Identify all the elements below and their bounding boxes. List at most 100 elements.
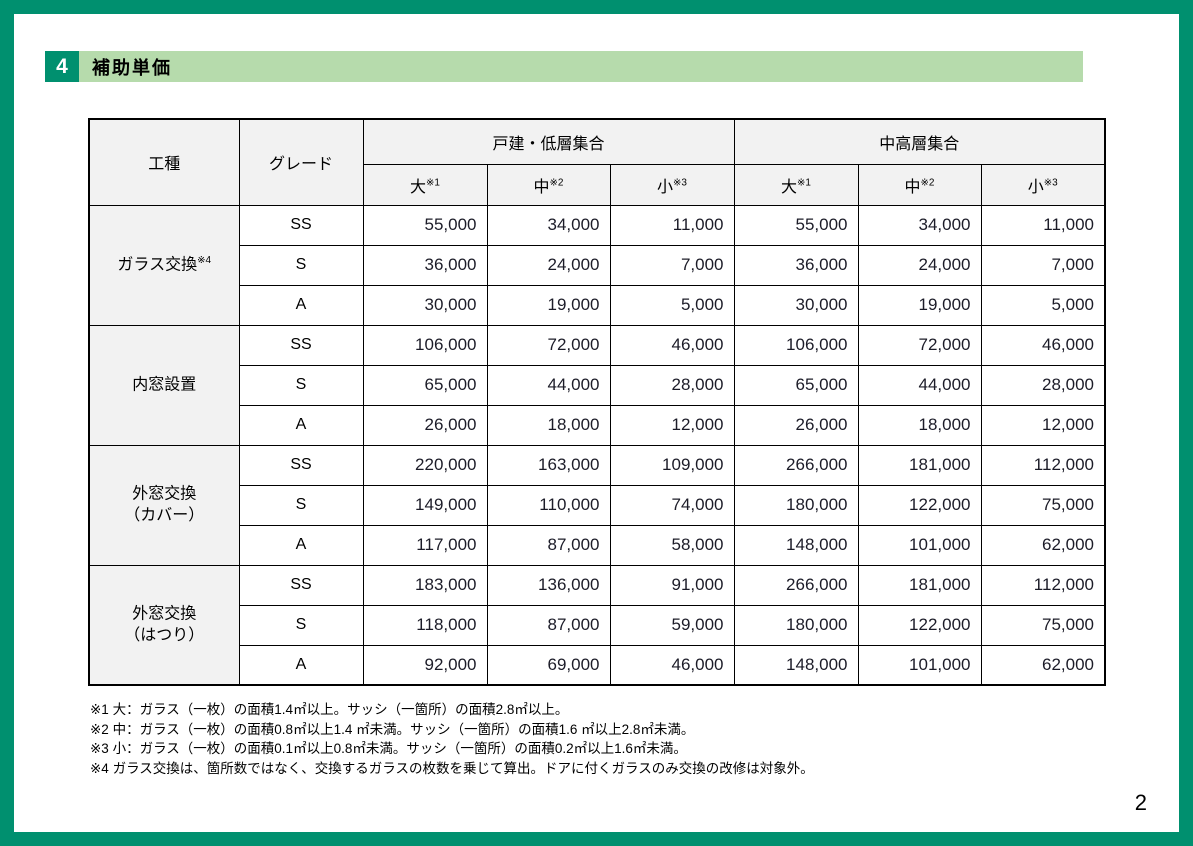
price-cell: 148,000: [733, 524, 859, 566]
price-cell: 101,000: [857, 524, 982, 566]
price-cell: 266,000: [733, 564, 859, 606]
price-cell: 87,000: [486, 604, 611, 646]
price-cell: 24,000: [486, 244, 611, 286]
col-header-work-type: 工種: [88, 118, 240, 206]
grade-cell: SS: [238, 444, 364, 486]
price-cell: 34,000: [857, 204, 982, 246]
price-cell: 7,000: [980, 244, 1106, 286]
price-cell: 11,000: [609, 204, 735, 246]
table-row: A 30,000 19,000 5,000 30,000 19,000 5,00…: [89, 284, 1106, 326]
price-cell: 180,000: [733, 484, 859, 526]
col-header-group-detached: 戸建・低層集合: [362, 118, 735, 165]
price-cell: 112,000: [980, 444, 1106, 486]
price-cell: 58,000: [609, 524, 735, 566]
price-cell: 28,000: [609, 364, 735, 406]
price-cell: 12,000: [980, 404, 1106, 446]
section-title: 補助単価: [92, 57, 172, 78]
price-cell: 65,000: [733, 364, 859, 406]
price-cell: 220,000: [362, 444, 488, 486]
grade-cell: A: [238, 404, 364, 446]
price-cell: 36,000: [362, 244, 488, 286]
grade-cell: S: [238, 244, 364, 286]
work-type-cell-outer-window-cover: 外窓交換 （カバー）: [88, 444, 240, 566]
table-row: A 92,000 69,000 46,000 148,000 101,000 6…: [89, 644, 1106, 686]
col-header-size-medium-1: 中※2: [486, 163, 611, 206]
section-title-banner: 4 補助単価: [45, 51, 1083, 82]
price-cell: 101,000: [857, 644, 982, 686]
price-cell: 181,000: [857, 564, 982, 606]
price-cell: 110,000: [486, 484, 611, 526]
price-cell: 11,000: [980, 204, 1106, 246]
price-cell: 19,000: [486, 284, 611, 326]
price-cell: 46,000: [609, 324, 735, 366]
price-cell: 34,000: [486, 204, 611, 246]
table-row: A 26,000 18,000 12,000 26,000 18,000 12,…: [89, 404, 1106, 446]
price-cell: 118,000: [362, 604, 488, 646]
price-cell: 65,000: [362, 364, 488, 406]
table-row: S 65,000 44,000 28,000 65,000 44,000 28,…: [89, 364, 1106, 406]
price-cell: 148,000: [733, 644, 859, 686]
price-cell: 74,000: [609, 484, 735, 526]
subsidy-price-table-wrap: 工種 グレード 戸建・低層集合 中高層集合 大※1 中※2 小※3 大※1 中※…: [88, 118, 1106, 686]
table-row: 内窓設置 SS 106,000 72,000 46,000 106,000 72…: [88, 324, 1106, 446]
table-row: 外窓交換 （はつり） SS 183,000 136,000 91,000 266,…: [88, 564, 1106, 686]
grade-cell: A: [238, 524, 364, 566]
table-header-row-sizes: 大※1 中※2 小※3 大※1 中※2 小※3: [89, 163, 1106, 206]
work-type-cell-inner-window: 内窓設置: [88, 324, 240, 446]
grade-cell: S: [238, 364, 364, 406]
footnotes: ※1 大：ガラス（一枚）の面積1.4㎡以上。サッシ（一箇所）の面積2.8㎡以上。…: [90, 700, 814, 778]
price-cell: 62,000: [980, 644, 1106, 686]
price-cell: 19,000: [857, 284, 982, 326]
col-header-size-large-2: 大※1: [733, 163, 859, 206]
page-number: 2: [1134, 790, 1147, 815]
price-cell: 87,000: [486, 524, 611, 566]
footnote-3: ※3 小：ガラス（一枚）の面積0.1㎡以上0.8㎡未満。サッシ（一箇所）の面積0…: [90, 741, 687, 756]
table-row: S 149,000 110,000 74,000 180,000 122,000…: [89, 484, 1106, 526]
col-header-group-midhigh: 中高層集合: [733, 118, 1106, 165]
footnote-2: ※2 中：ガラス（一枚）の面積0.8㎡以上1.4 ㎡未満。サッシ（一箇所）の面積…: [90, 721, 695, 737]
price-cell: 7,000: [609, 244, 735, 286]
price-cell: 181,000: [857, 444, 982, 486]
grade-cell: S: [238, 604, 364, 646]
section-number-badge: 4: [45, 51, 79, 82]
price-cell: 75,000: [980, 604, 1106, 646]
work-type-cell-outer-window-hatsuri: 外窓交換 （はつり）: [88, 564, 240, 686]
price-cell: 18,000: [857, 404, 982, 446]
price-cell: 69,000: [486, 644, 611, 686]
price-cell: 55,000: [362, 204, 488, 246]
work-type-cell-glass-replace: ガラス交換※4: [88, 204, 240, 326]
price-cell: 5,000: [980, 284, 1106, 326]
price-cell: 26,000: [362, 404, 488, 446]
grade-cell: SS: [238, 324, 364, 366]
price-cell: 18,000: [486, 404, 611, 446]
price-cell: 266,000: [733, 444, 859, 486]
price-cell: 28,000: [980, 364, 1106, 406]
price-cell: 44,000: [486, 364, 611, 406]
section-title-band: 補助単価: [79, 51, 1083, 82]
price-cell: 75,000: [980, 484, 1106, 526]
price-cell: 163,000: [486, 444, 611, 486]
subsidy-price-table: 工種 グレード 戸建・低層集合 中高層集合 大※1 中※2 小※3 大※1 中※…: [88, 118, 1106, 686]
price-cell: 5,000: [609, 284, 735, 326]
price-cell: 36,000: [733, 244, 859, 286]
table-row: S 36,000 24,000 7,000 36,000 24,000 7,00…: [89, 244, 1106, 286]
price-cell: 30,000: [733, 284, 859, 326]
price-cell: 59,000: [609, 604, 735, 646]
grade-cell: A: [238, 284, 364, 326]
grade-cell: A: [238, 644, 364, 686]
price-cell: 106,000: [733, 324, 859, 366]
grade-cell: S: [238, 484, 364, 526]
price-cell: 180,000: [733, 604, 859, 646]
table-row: ガラス交換※4 SS 55,000 34,000 11,000 55,000 3…: [88, 204, 1106, 326]
price-cell: 72,000: [486, 324, 611, 366]
price-cell: 72,000: [857, 324, 982, 366]
col-header-grade: グレード: [238, 118, 364, 206]
price-cell: 55,000: [733, 204, 859, 246]
price-cell: 30,000: [362, 284, 488, 326]
grade-cell: SS: [238, 564, 364, 606]
price-cell: 149,000: [362, 484, 488, 526]
price-cell: 117,000: [362, 524, 488, 566]
col-header-size-small-2: 小※3: [980, 163, 1106, 206]
price-cell: 112,000: [980, 564, 1106, 606]
